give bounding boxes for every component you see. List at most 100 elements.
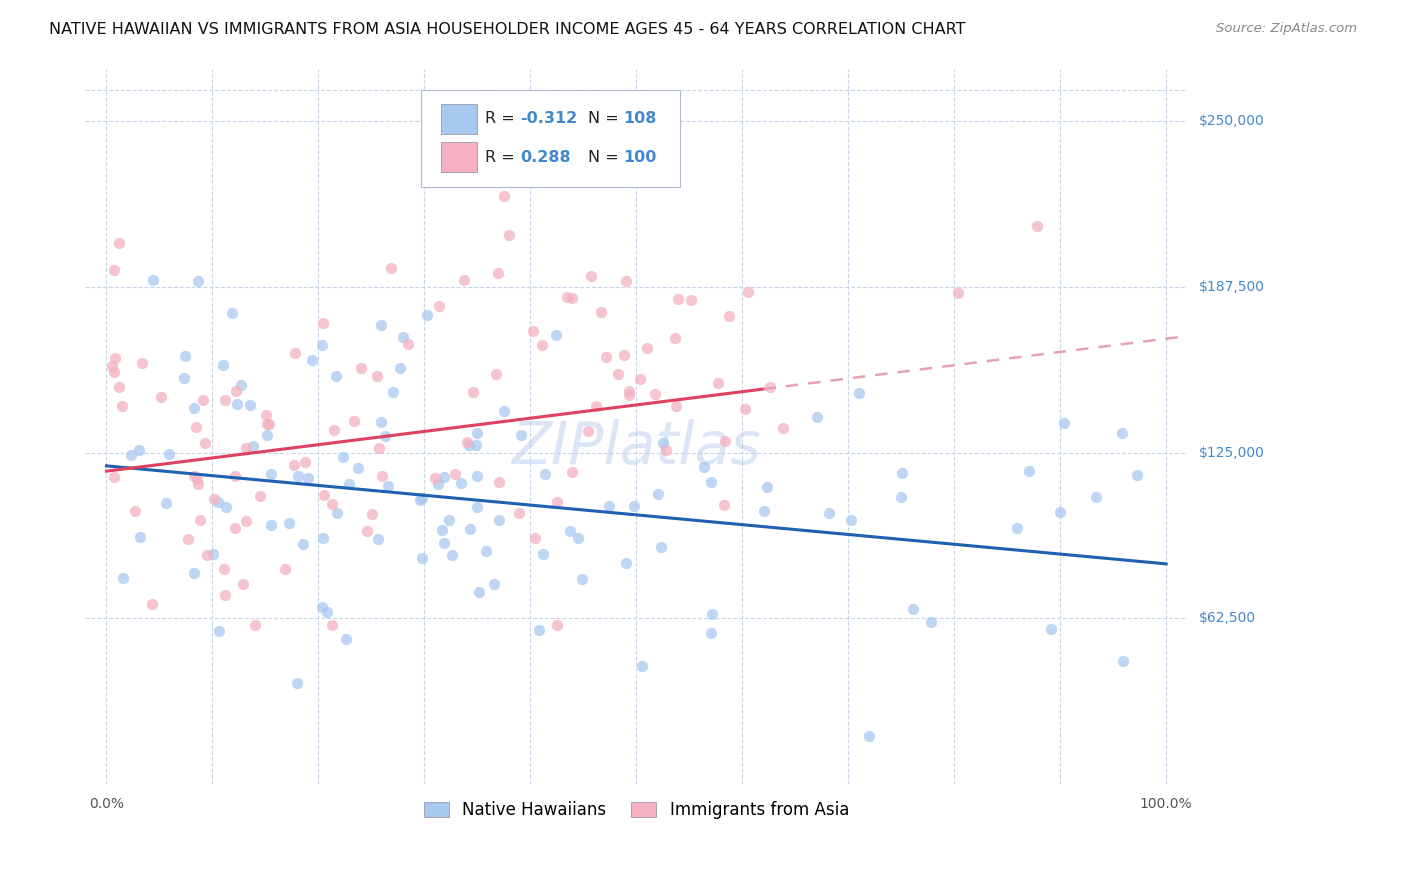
Point: [468, 585, 491, 599]
Point: [488, 475, 510, 490]
Point: [486, 266, 509, 280]
Point: [321, 498, 343, 512]
Point: [174, 350, 197, 364]
Point: [650, 540, 672, 554]
Point: [555, 290, 578, 304]
Point: [208, 624, 231, 638]
Point: [492, 188, 515, 202]
Point: [374, 429, 396, 443]
Point: [103, 470, 125, 484]
Point: [278, 516, 301, 530]
Point: [522, 324, 544, 338]
Point: [239, 398, 262, 412]
Point: [370, 415, 392, 429]
Point: [356, 524, 378, 539]
Text: $250,000: $250,000: [1198, 114, 1264, 128]
Text: $187,500: $187,500: [1198, 280, 1264, 294]
Point: [702, 607, 724, 622]
Point: [274, 562, 297, 576]
Point: [628, 372, 651, 386]
Point: [104, 351, 127, 365]
Point: [890, 490, 912, 504]
Point: [464, 438, 486, 452]
Point: [614, 556, 637, 570]
Point: [818, 506, 841, 520]
Point: [617, 388, 640, 402]
Point: [713, 498, 735, 512]
Point: [1018, 464, 1040, 478]
Text: R =: R =: [485, 112, 520, 126]
Point: [527, 623, 550, 637]
Point: [382, 384, 405, 399]
Point: [183, 566, 205, 580]
Point: [1049, 505, 1071, 519]
Point: [214, 392, 236, 407]
Point: [498, 228, 520, 243]
Point: [546, 494, 568, 508]
Point: [141, 597, 163, 611]
Point: [311, 600, 333, 615]
Point: [890, 466, 912, 480]
Point: [756, 480, 779, 494]
Point: [848, 385, 870, 400]
Point: [183, 469, 205, 483]
Point: [347, 460, 370, 475]
Point: [636, 341, 658, 355]
Point: [256, 417, 278, 431]
Point: [598, 499, 620, 513]
Point: [411, 550, 433, 565]
Text: NATIVE HAWAIIAN VS IMMIGRANTS FROM ASIA HOUSEHOLDER INCOME AGES 45 - 64 YEARS CO: NATIVE HAWAIIAN VS IMMIGRANTS FROM ASIA …: [49, 22, 966, 37]
Point: [131, 356, 153, 370]
Text: $62,500: $62,500: [1198, 611, 1256, 625]
Text: -0.312: -0.312: [520, 112, 578, 126]
Point: [392, 329, 415, 343]
Point: [533, 547, 555, 561]
Point: [463, 384, 485, 399]
Text: $125,000: $125,000: [1198, 446, 1264, 459]
Point: [350, 360, 373, 375]
Point: [221, 306, 243, 320]
Point: [321, 617, 343, 632]
Point: [110, 399, 132, 413]
Point: [534, 467, 557, 482]
Point: [155, 495, 177, 509]
Point: [367, 533, 389, 547]
Point: [120, 448, 142, 462]
Point: [249, 489, 271, 503]
FancyBboxPatch shape: [422, 90, 681, 186]
Point: [510, 427, 533, 442]
Point: [283, 458, 305, 472]
Point: [1084, 491, 1107, 505]
Point: [183, 401, 205, 415]
Point: [335, 632, 357, 646]
Point: [366, 369, 388, 384]
Point: [150, 390, 173, 404]
Point: [157, 447, 180, 461]
Point: [485, 367, 508, 381]
Point: [619, 384, 641, 398]
Point: [858, 729, 880, 743]
Point: [693, 459, 716, 474]
Point: [440, 549, 463, 563]
Point: [370, 318, 392, 332]
Point: [475, 544, 498, 558]
Point: [567, 532, 589, 546]
Point: [215, 500, 238, 514]
Point: [396, 337, 419, 351]
Point: [311, 338, 333, 352]
Text: 0.288: 0.288: [520, 150, 571, 165]
Point: [426, 477, 449, 491]
Point: [245, 617, 267, 632]
Point: [285, 676, 308, 690]
Point: [558, 524, 581, 538]
Point: [202, 492, 225, 507]
Point: [177, 533, 200, 547]
Point: [124, 504, 146, 518]
Point: [456, 435, 478, 450]
Point: [377, 479, 399, 493]
Point: [207, 495, 229, 509]
Point: [613, 348, 636, 362]
Point: [561, 465, 583, 479]
Point: [717, 309, 740, 323]
Point: [561, 291, 583, 305]
